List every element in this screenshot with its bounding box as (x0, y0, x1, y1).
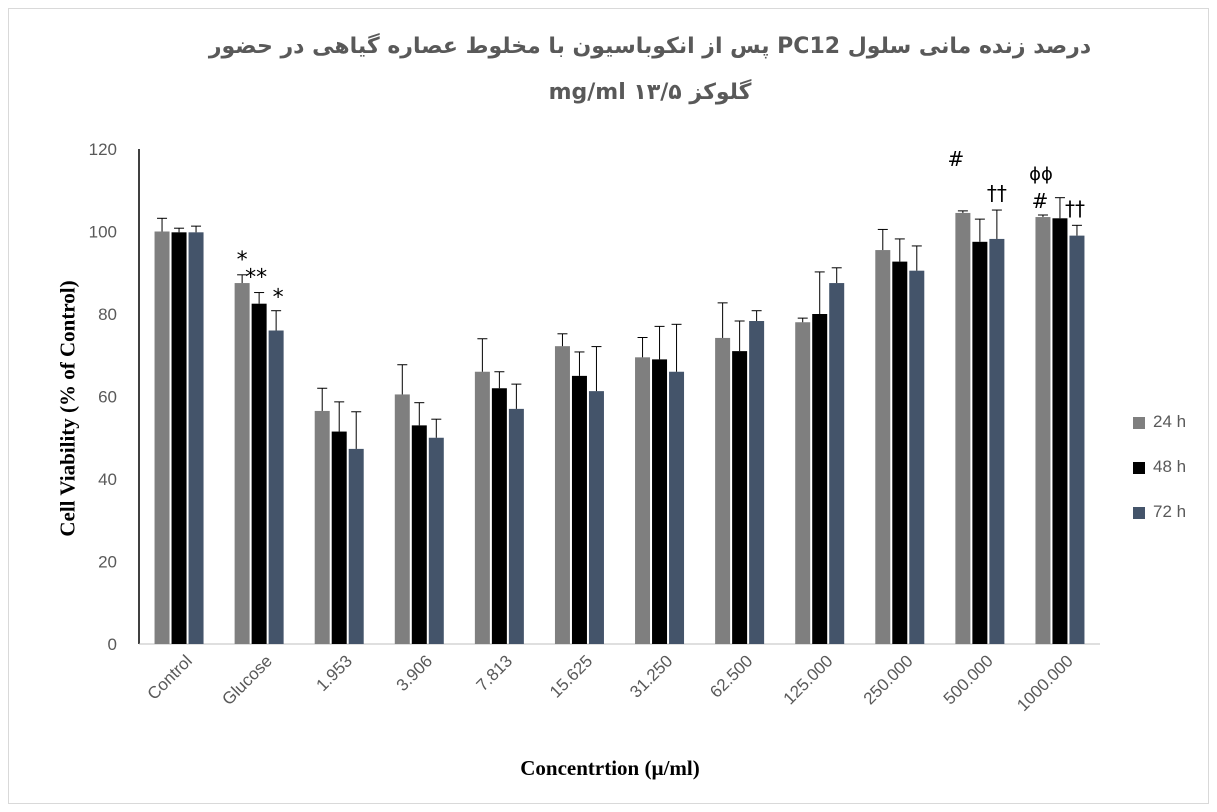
bar (955, 212, 971, 644)
y-tick-label: 0 (108, 635, 117, 654)
bar (348, 448, 364, 644)
bar (732, 351, 748, 644)
legend-label-24h: 24 h (1153, 412, 1187, 431)
bar (314, 410, 330, 644)
bar (188, 232, 204, 644)
bar (1035, 217, 1051, 644)
bar (1052, 218, 1068, 645)
y-tick-label: 20 (98, 553, 117, 572)
bar (554, 346, 570, 644)
bar (394, 394, 410, 644)
bar (428, 437, 444, 644)
bar (171, 232, 187, 644)
bar (829, 283, 845, 644)
x-tick-label: 125.000 (780, 651, 837, 708)
bar (669, 371, 685, 644)
significance-marker: # (1032, 189, 1049, 213)
bar (1069, 235, 1085, 644)
legend-swatch-72h (1133, 507, 1145, 519)
bar (571, 375, 587, 644)
legend-swatch-24h (1133, 417, 1145, 429)
y-tick-label: 100 (89, 223, 117, 242)
bar (508, 408, 524, 644)
chart-title-line-1: درصد زنده مانی سلول PC12 پس از انکوباسیو… (208, 34, 1092, 59)
bar (989, 238, 1005, 645)
bar (588, 391, 604, 644)
x-tick-label: 62.500 (706, 651, 756, 701)
bar (251, 303, 267, 644)
significance-marker: ɸɸ (1029, 164, 1053, 185)
bar (268, 330, 284, 644)
x-tick-label: Glucose (218, 651, 276, 709)
bar (875, 250, 891, 644)
x-tick-label: 1.953 (313, 651, 357, 695)
x-tick-label: 31.250 (626, 651, 676, 701)
x-tick-label: Control (144, 651, 196, 703)
legend-label-48h: 48 h (1153, 457, 1187, 476)
x-tick-label: 15.625 (546, 651, 596, 701)
significance-marker: ** (245, 266, 267, 291)
x-tick-label: 500.000 (940, 651, 997, 708)
x-tick-label: 7.813 (473, 651, 517, 695)
x-tick-label: 250.000 (860, 651, 917, 708)
bar (972, 241, 988, 644)
bar (749, 321, 765, 644)
x-tick-label: 3.906 (393, 651, 437, 695)
significance-marker: * (237, 248, 248, 273)
significance-marker: †† (1065, 196, 1085, 220)
legend-swatch-48h (1133, 462, 1145, 474)
x-axis-label: Concentrtion (µ/ml) (520, 756, 700, 780)
bar (892, 261, 908, 644)
bar (474, 371, 490, 644)
bar (652, 359, 668, 644)
significance-marker: †† (987, 181, 1007, 205)
bar (154, 231, 170, 644)
y-tick-label: 40 (98, 470, 117, 489)
y-tick-label: 120 (89, 140, 117, 159)
chart-frame (8, 8, 1209, 804)
significance-marker: # (947, 147, 964, 171)
y-tick-label: 80 (98, 305, 117, 324)
bar (411, 425, 427, 644)
y-tick-label: 60 (98, 388, 117, 407)
bar (635, 357, 651, 644)
x-tick-label: 1000.000 (1013, 651, 1077, 715)
bar (715, 337, 731, 644)
legend-label-72h: 72 h (1153, 502, 1187, 521)
bar (909, 270, 925, 644)
bar (331, 431, 347, 644)
bar (795, 322, 811, 644)
bar (812, 314, 828, 644)
bar (491, 388, 507, 644)
significance-marker: * (273, 286, 284, 311)
chart-title-line-2: گلوکز mg/ml ۱۳/۵ (548, 80, 752, 105)
bar (234, 283, 250, 644)
